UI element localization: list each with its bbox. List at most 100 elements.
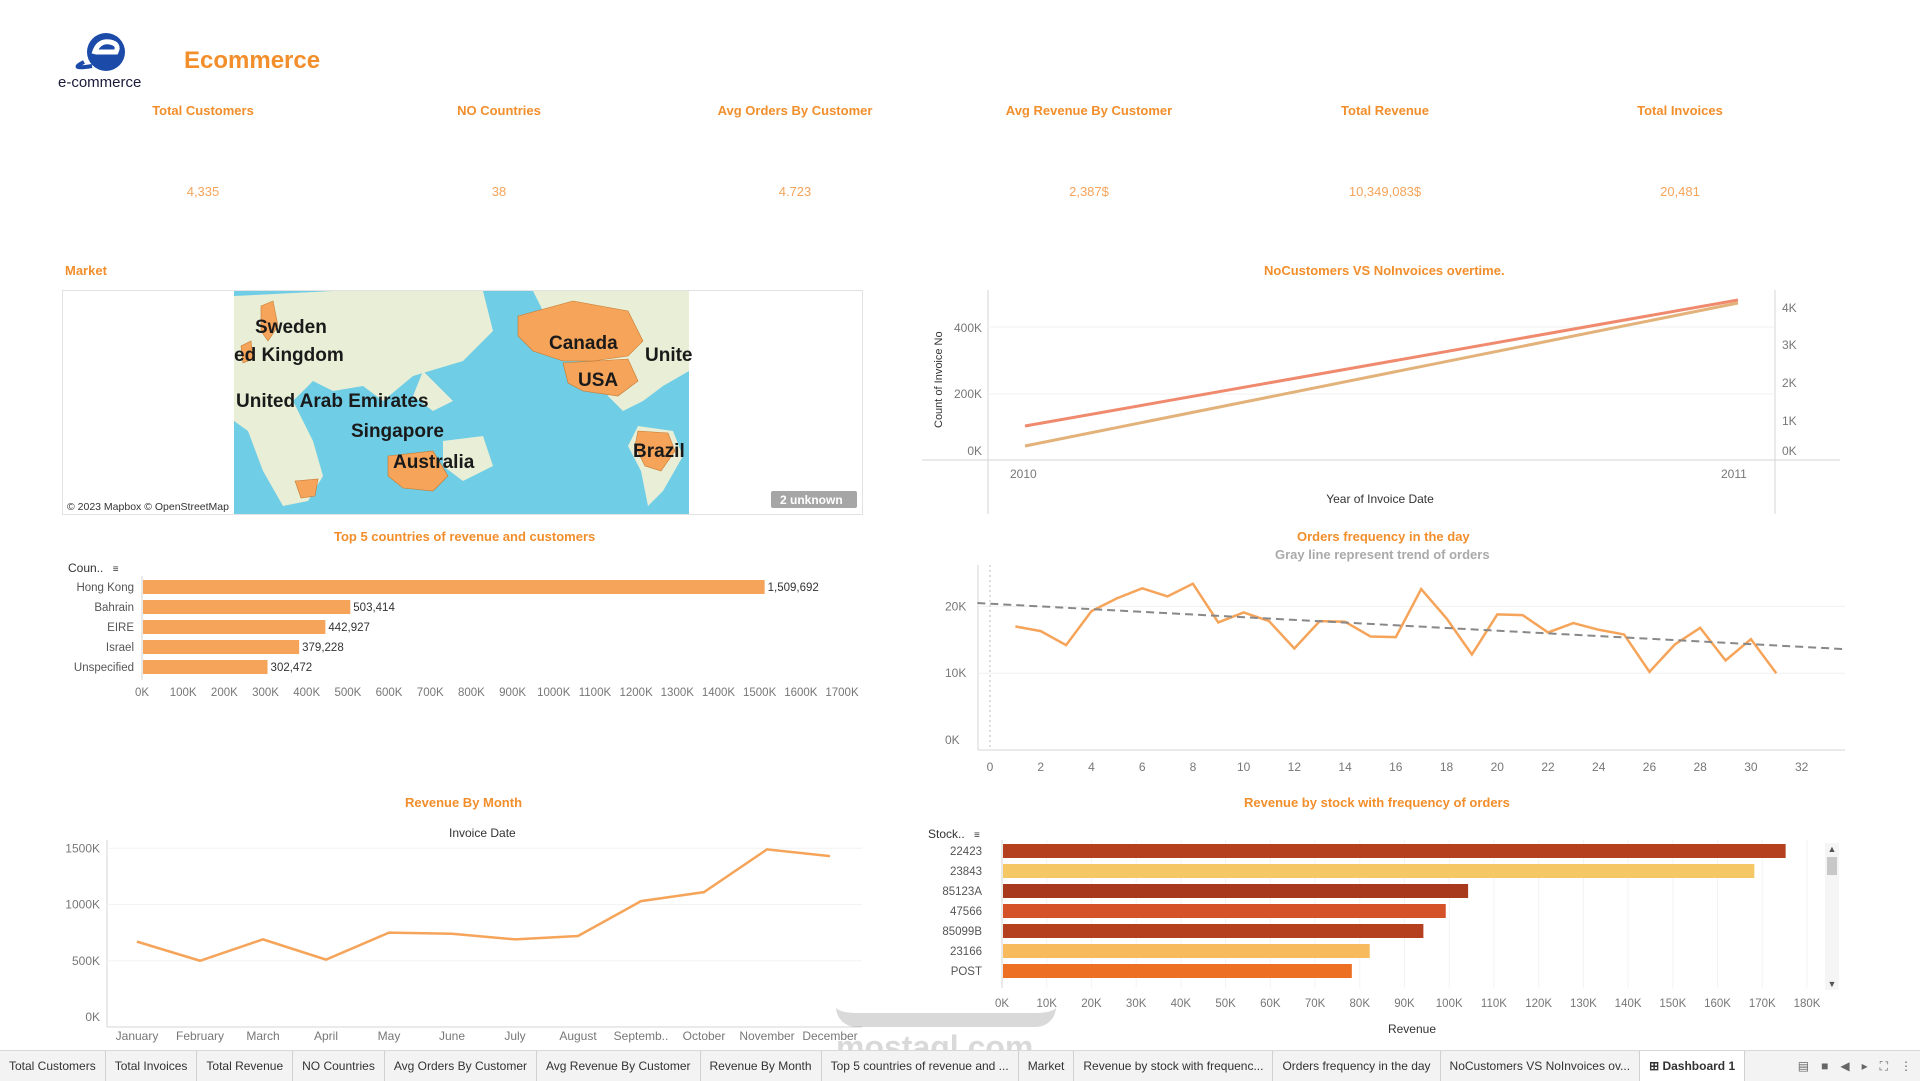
orders-freq-subtitle: Gray line represent trend of orders [1275,547,1490,562]
sheet-tab[interactable]: Revenue by stock with frequenc... [1074,1051,1274,1081]
sheet-tab[interactable]: Total Customers [0,1051,106,1081]
sort-icon[interactable]: ≡ [974,830,980,841]
sheet-tab[interactable]: Total Revenue [197,1051,294,1081]
sheet-tab[interactable]: Revenue By Month [701,1051,822,1081]
nocust-left-tick: 400K [954,321,982,335]
top5-value-label: 1,509,692 [768,582,819,594]
sheet-tab-bar: Total Customers Total Invoices Total Reven… [0,1050,1920,1081]
orders-freq-x-tick: 6 [1139,760,1146,774]
rev-stock-bar [1003,924,1424,938]
top5-x-tick: 1100K [579,687,612,699]
rev-month-x-tick: June [439,1029,465,1043]
map-attribution: © 2023 Mapbox © OpenStreetMap [67,501,229,513]
rev-stock-x-tick: 90K [1394,998,1415,1010]
logo [58,30,158,90]
sheet-tab-label: Dashboard 1 [1662,1059,1736,1073]
rev-stock-category-label: POST [951,966,982,978]
rev-stock-scrollbar[interactable]: ▲ ▼ [1825,843,1839,990]
rev-stock-column-header-label: Stock.. [928,827,965,841]
nocust-chart[interactable]: Count of Invoice No 400K 200K 0K 4K 3K 2… [920,284,1840,514]
fullscreen-icon[interactable]: ⛶ [1879,1058,1888,1073]
sheet-tab[interactable]: Avg Revenue By Customer [537,1051,701,1081]
top5-x-tick: 700K [417,687,444,699]
top5-chart: Hong Kong 1,509,692 Bahrain 503,414 EIRE 442,… [74,576,859,699]
orders-freq-x-tick: 8 [1190,760,1197,774]
rev-stock-x-tick: 20K [1081,998,1102,1010]
top5-category-label: Unspecified [74,662,134,674]
top5-value-label: 442,927 [328,622,370,634]
rev-stock-bar [1003,844,1786,858]
rev-month-x-tick: April [314,1029,338,1043]
orders-freq-x-tick: 32 [1795,760,1809,774]
top5-value-label: 379,228 [302,642,344,654]
rev-month-x-tick: October [683,1029,726,1043]
rev-stock-x-tick: 100K [1436,998,1463,1010]
market-title: Market [65,263,107,278]
top5-column-header: Coun.. ≡ [68,561,119,575]
sheet-tab[interactable]: Top 5 countries of revenue and ... [822,1051,1019,1081]
rev-month-chart[interactable]: 1500K 1000K 500K 0K January February March Apri… [52,840,862,1050]
nocust-right-tick: 3K [1782,338,1797,352]
rev-stock-x-tick: 0K [995,998,1009,1010]
top5-x-tick: 1600K [784,687,818,699]
orders-freq-x-tick: 22 [1541,760,1555,774]
rev-stock-bar [1003,864,1755,878]
unknown-badge-text[interactable]: 2 unknown [780,493,843,507]
nocust-left-tick: 0K [967,444,982,458]
sheet-tab[interactable]: NoCustomers VS NoInvoices ov... [1441,1051,1641,1081]
map-label-united: Unite [645,345,693,366]
sheet-tab[interactable]: ⊞ Dashboard 1 [1640,1051,1746,1081]
grid-view-icon[interactable]: ▤ [1797,1059,1810,1073]
rev-stock-x-tick: 150K [1659,998,1686,1010]
dashboard-icon: ⊞ [1649,1059,1663,1073]
rev-stock-bar [1003,884,1469,898]
prev-icon[interactable]: ◀ [1840,1059,1850,1073]
rev-month-y-tick: 1000K [65,898,100,912]
kpi-total-customers-value: 4,335 [186,184,220,199]
usa-shape [562,358,639,397]
market-map-frame[interactable]: Sweden ed Kingdom Canada Unite USA Unite… [62,290,863,515]
rev-stock-xlabel: Revenue [1388,1022,1436,1036]
sort-icon[interactable]: ≡ [112,564,119,575]
top5-x-tick: 1700K [825,687,859,699]
rev-stock-category-label: 23843 [950,866,982,878]
rev-month-x-tick: July [504,1029,525,1043]
orders-freq-x-tick: 30 [1744,760,1758,774]
sheet-tab[interactable]: NO Countries [293,1051,385,1081]
scroll-down-icon[interactable]: ▼ [1827,979,1837,989]
rev-month-x-tick: November [739,1029,794,1043]
scroll-thumb[interactable] [1827,857,1837,875]
sheet-tab[interactable]: Orders frequency in the day [1273,1051,1441,1081]
orders-freq-x-tick: 2 [1037,760,1044,774]
top5-x-tick: 1000K [537,687,571,699]
world-map[interactable]: Sweden ed Kingdom Canada Unite USA Unite… [63,291,862,514]
kpi-countries-value: 38 [491,184,507,199]
nocust-right-tick: 4K [1782,301,1797,315]
orders-freq-series-line [1015,582,1778,674]
top5-x-tick: 100K [170,687,197,699]
rev-month-y-tick: 1500K [65,841,100,855]
top5-x-tick: 1300K [661,687,695,699]
orders-freq-x-tick: 20 [1491,760,1505,774]
sheet-tab[interactable]: Market [1019,1051,1075,1081]
rev-stock-title: Revenue by stock with frequency of order… [1244,795,1510,810]
rev-stock-chart[interactable]: 22423 23843 85123A 47566 85099B 23166 POST 0K 10… [915,840,1840,1040]
more-icon[interactable]: ⋮ [1900,1059,1912,1073]
map-label-uae: United Arab Emirates [236,391,429,412]
rev-month-x-tick: January [116,1029,159,1043]
map-label-singapore: Singapore [351,421,444,442]
rev-stock-x-tick: 140K [1615,998,1642,1010]
orders-freq-x-tick: 0 [987,760,994,774]
orders-freq-title: Orders frequency in the day [1297,529,1470,544]
presentation-icon[interactable]: ■ [1821,1059,1829,1073]
rev-stock-x-tick: 40K [1171,998,1192,1010]
top5-value-label: 503,414 [353,602,395,614]
next-icon[interactable]: ▸ [1861,1059,1868,1073]
sheet-tab[interactable]: Total Invoices [106,1051,198,1081]
rev-stock-x-tick: 130K [1570,998,1597,1010]
rev-month-x-tick: Septemb.. [614,1029,669,1043]
sheet-tab[interactable]: Avg Orders By Customer [385,1051,537,1081]
rev-month-title: Revenue By Month [405,795,523,810]
scroll-up-icon[interactable]: ▲ [1827,844,1837,854]
